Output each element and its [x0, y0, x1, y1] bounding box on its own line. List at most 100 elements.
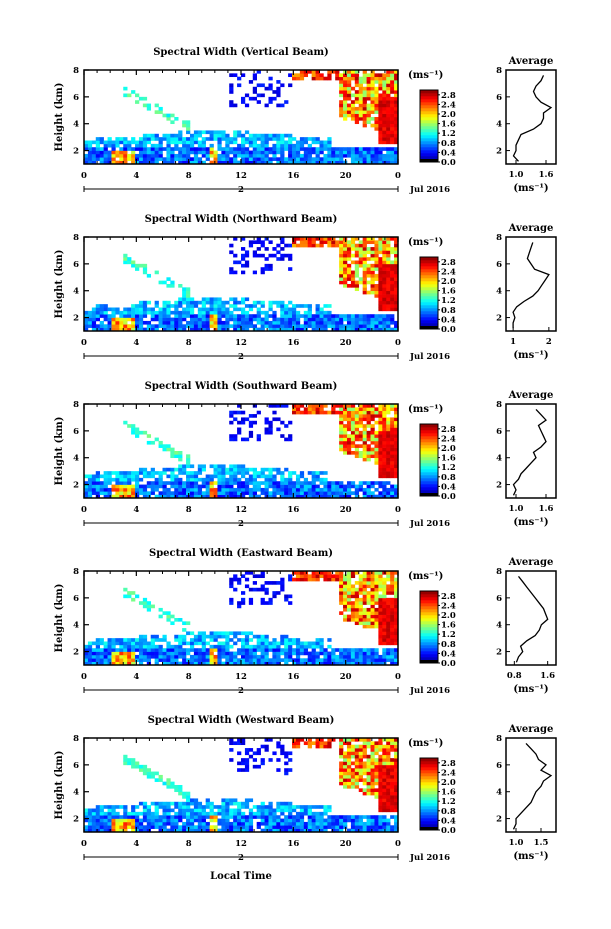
heatmap-cell	[248, 157, 254, 161]
heatmap-cell	[272, 300, 277, 305]
heatmap-cell	[162, 808, 167, 813]
heatmap-cell	[95, 487, 100, 492]
heatmap-cell	[182, 287, 187, 292]
heatmap-cell	[95, 310, 100, 315]
heatmap-cell	[107, 327, 112, 332]
heatmap-cell	[272, 828, 277, 833]
heatmap-cell	[146, 601, 152, 605]
heatmap-cell	[182, 661, 187, 666]
heatmap-cell	[370, 327, 375, 332]
heatmap-cell	[248, 304, 254, 308]
heatmap-cell	[370, 103, 375, 108]
heatmap-cell	[374, 571, 379, 575]
heatmap-cell	[295, 404, 301, 408]
heatmap-cell	[366, 420, 371, 425]
heatmap-cell	[307, 70, 312, 74]
heatmap-cell	[182, 157, 187, 161]
heatmap-cell	[252, 160, 257, 165]
heatmap-cell	[394, 594, 399, 599]
heatmap-cell	[189, 320, 195, 325]
heatmap-cell	[284, 491, 289, 495]
heatmap-cell	[217, 481, 222, 485]
heatmap-cell	[237, 604, 242, 609]
heatmap-cell	[209, 634, 214, 639]
heatmap-cell	[213, 828, 218, 833]
heatmap-cell	[182, 160, 187, 165]
heatmap-cell	[127, 424, 132, 428]
heatmap-cell	[358, 604, 363, 609]
heatmap-cell	[217, 467, 222, 472]
heatmap-cell	[107, 805, 112, 809]
heatmap-cell	[174, 137, 179, 141]
heatmap-cell	[201, 317, 206, 322]
heatmap-cell	[158, 280, 163, 285]
heatmap-cell	[350, 404, 356, 408]
heatmap-cell	[213, 153, 218, 158]
heatmap-cell	[382, 414, 387, 418]
heatmap-cell	[178, 130, 183, 135]
heatmap-cell	[319, 487, 324, 492]
heatmap-cell	[248, 96, 254, 101]
heatmap-cell	[193, 140, 199, 145]
heatmap-cell	[107, 644, 112, 649]
heatmap-cell	[295, 243, 301, 248]
heatmap-cell	[292, 240, 297, 245]
heatmap-cell	[299, 324, 305, 328]
heatmap-cell	[390, 444, 395, 448]
heatmap-cell	[323, 808, 328, 813]
heatmap-cell	[142, 153, 148, 158]
heatmap-cell	[233, 133, 238, 138]
y-tick-label: 4	[73, 454, 79, 464]
heatmap-cell	[390, 287, 395, 292]
heatmap-cell	[87, 320, 93, 325]
heatmap-cell	[378, 123, 383, 128]
heatmap-cell	[319, 73, 324, 78]
heatmap-cell	[350, 110, 356, 114]
heatmap-cell	[288, 641, 293, 646]
heatmap-cell	[170, 447, 175, 452]
heatmap-cell	[127, 140, 132, 145]
heatmap-cell	[331, 494, 336, 499]
heatmap-cell	[268, 404, 273, 408]
heatmap-cell	[346, 404, 352, 408]
heatmap-cell	[268, 300, 273, 305]
heatmap-cell	[299, 410, 305, 415]
heatmap-cell	[229, 147, 234, 151]
heatmap-cell	[260, 143, 265, 148]
heatmap-cell	[170, 160, 175, 165]
heatmap-cell	[186, 137, 191, 141]
heatmap-cell	[366, 597, 371, 602]
heatmap-cell	[292, 320, 297, 325]
heatmap-cell	[394, 150, 399, 155]
heatmap-cell	[315, 491, 320, 495]
heatmap-cell	[354, 113, 360, 118]
heatmap-cell	[225, 821, 230, 826]
heatmap-cell	[354, 437, 360, 442]
heatmap-cell	[374, 410, 379, 415]
heatmap-cell	[201, 828, 206, 833]
heatmap-cell	[374, 127, 379, 131]
heatmap-cell	[394, 591, 399, 595]
heatmap-cell	[374, 153, 379, 158]
heatmap-cell	[358, 147, 363, 151]
heatmap-cell	[84, 484, 89, 489]
heatmap-cell	[295, 304, 301, 308]
heatmap-cell	[366, 618, 371, 622]
heatmap-cell	[91, 828, 97, 833]
heatmap-cell	[87, 487, 93, 492]
heatmap-cell	[268, 494, 273, 499]
heatmap-cell	[135, 818, 140, 823]
heatmap-cell	[127, 648, 132, 652]
heatmap-cell	[170, 651, 175, 656]
heatmap-cell	[382, 584, 387, 589]
heatmap-cell	[123, 260, 128, 265]
heatmap-cell	[370, 80, 375, 84]
colorbar-swatch	[420, 150, 438, 154]
heatmap-cell	[350, 818, 356, 823]
heatmap-cell	[299, 404, 305, 408]
heatmap-cell	[346, 785, 352, 789]
heatmap-cell	[229, 467, 234, 472]
heatmap-cell	[350, 451, 356, 455]
heatmap-cell	[292, 818, 297, 823]
